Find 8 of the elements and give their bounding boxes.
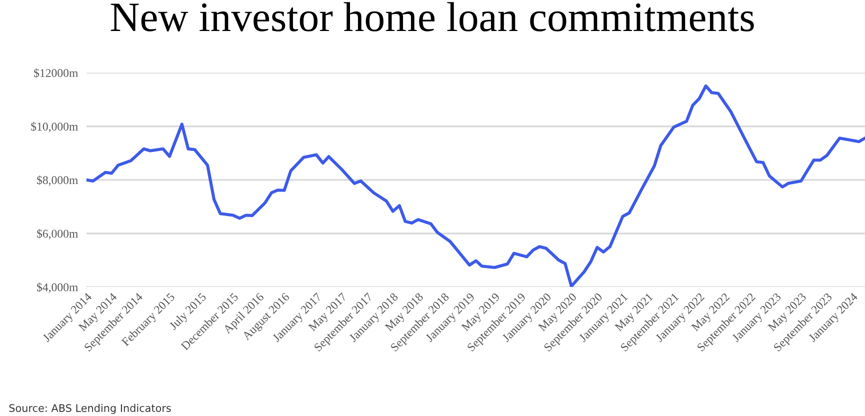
y-tick-label: $4,000m [37, 282, 78, 293]
y-tick-label: $8,000m [37, 175, 78, 186]
y-tick-label: $6,000m [37, 229, 78, 240]
chart-title: New investor home loan commitments [110, 2, 754, 32]
source-note: Source: ABS Lending Indicators [9, 404, 171, 414]
y-tick-label: $10,000m [31, 122, 78, 132]
y-tick-label: $12000m [34, 68, 78, 78]
line-series [86, 84, 865, 288]
